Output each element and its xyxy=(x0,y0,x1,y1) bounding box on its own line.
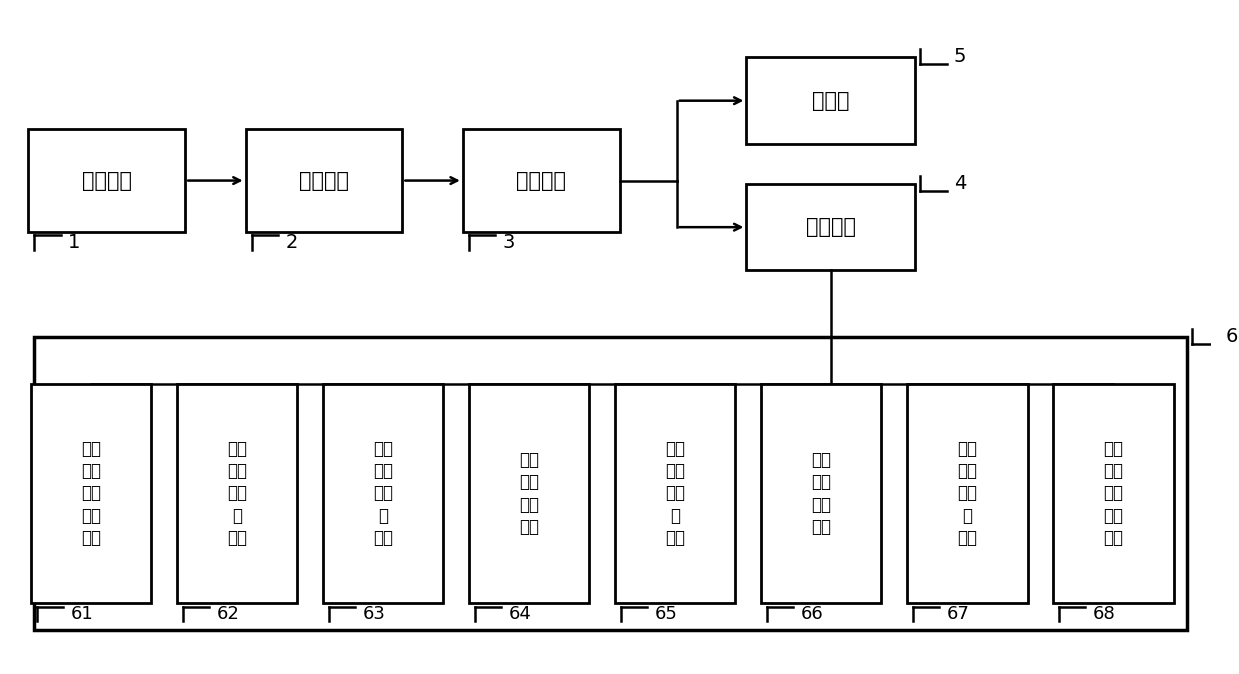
Bar xyxy=(462,129,620,232)
Text: 62: 62 xyxy=(217,605,239,623)
Text: 无线
控制
补光
灯
装置: 无线 控制 补光 灯 装置 xyxy=(958,440,978,547)
Text: 3: 3 xyxy=(503,233,515,252)
Text: 移动端: 移动端 xyxy=(812,91,850,111)
Bar xyxy=(468,384,590,603)
Text: 64: 64 xyxy=(508,605,532,623)
Text: 5: 5 xyxy=(954,47,966,66)
Bar xyxy=(245,129,403,232)
Text: 无线
控制
冷热
水管
装置: 无线 控制 冷热 水管 装置 xyxy=(1103,440,1124,547)
Text: 65: 65 xyxy=(654,605,678,623)
Bar xyxy=(31,384,151,603)
Text: 1: 1 xyxy=(68,233,81,252)
Text: 6: 6 xyxy=(1225,327,1238,346)
Bar xyxy=(907,384,1027,603)
Text: 无线
控制
二氧
化碳
装置: 无线 控制 二氧 化碳 装置 xyxy=(81,440,102,547)
Text: 63: 63 xyxy=(363,605,385,623)
Bar xyxy=(761,384,881,603)
Text: 控制中心: 控制中心 xyxy=(805,217,856,237)
Text: 无线
控制
加湿
器
装置: 无线 控制 加湿 器 装置 xyxy=(665,440,685,547)
Text: 68: 68 xyxy=(1093,605,1115,623)
Text: 61: 61 xyxy=(71,605,93,623)
Text: 无线
控制
遮光
网
装置: 无线 控制 遮光 网 装置 xyxy=(227,440,247,547)
Bar xyxy=(322,384,444,603)
Text: 云服务器: 云服务器 xyxy=(517,171,566,191)
Text: 67: 67 xyxy=(947,605,970,623)
Text: 4: 4 xyxy=(954,174,966,193)
Text: 66: 66 xyxy=(800,605,824,623)
Bar xyxy=(35,337,1187,630)
Bar xyxy=(177,384,297,603)
Text: 智能网关: 智能网关 xyxy=(299,171,349,191)
Text: 2: 2 xyxy=(285,233,297,252)
Text: 无线
控制
鼓风
机
装置: 无线 控制 鼓风 机 装置 xyxy=(373,440,393,547)
Bar xyxy=(746,57,916,144)
Text: 感知单元: 感知单元 xyxy=(82,171,131,191)
Bar xyxy=(28,129,185,232)
Text: 无线
控制
滴管
装置: 无线 控制 滴管 装置 xyxy=(812,451,831,536)
Text: 无线
控制
加热
装置: 无线 控制 加热 装置 xyxy=(519,451,539,536)
Bar xyxy=(615,384,736,603)
Bar xyxy=(1053,384,1173,603)
Bar xyxy=(746,184,916,270)
